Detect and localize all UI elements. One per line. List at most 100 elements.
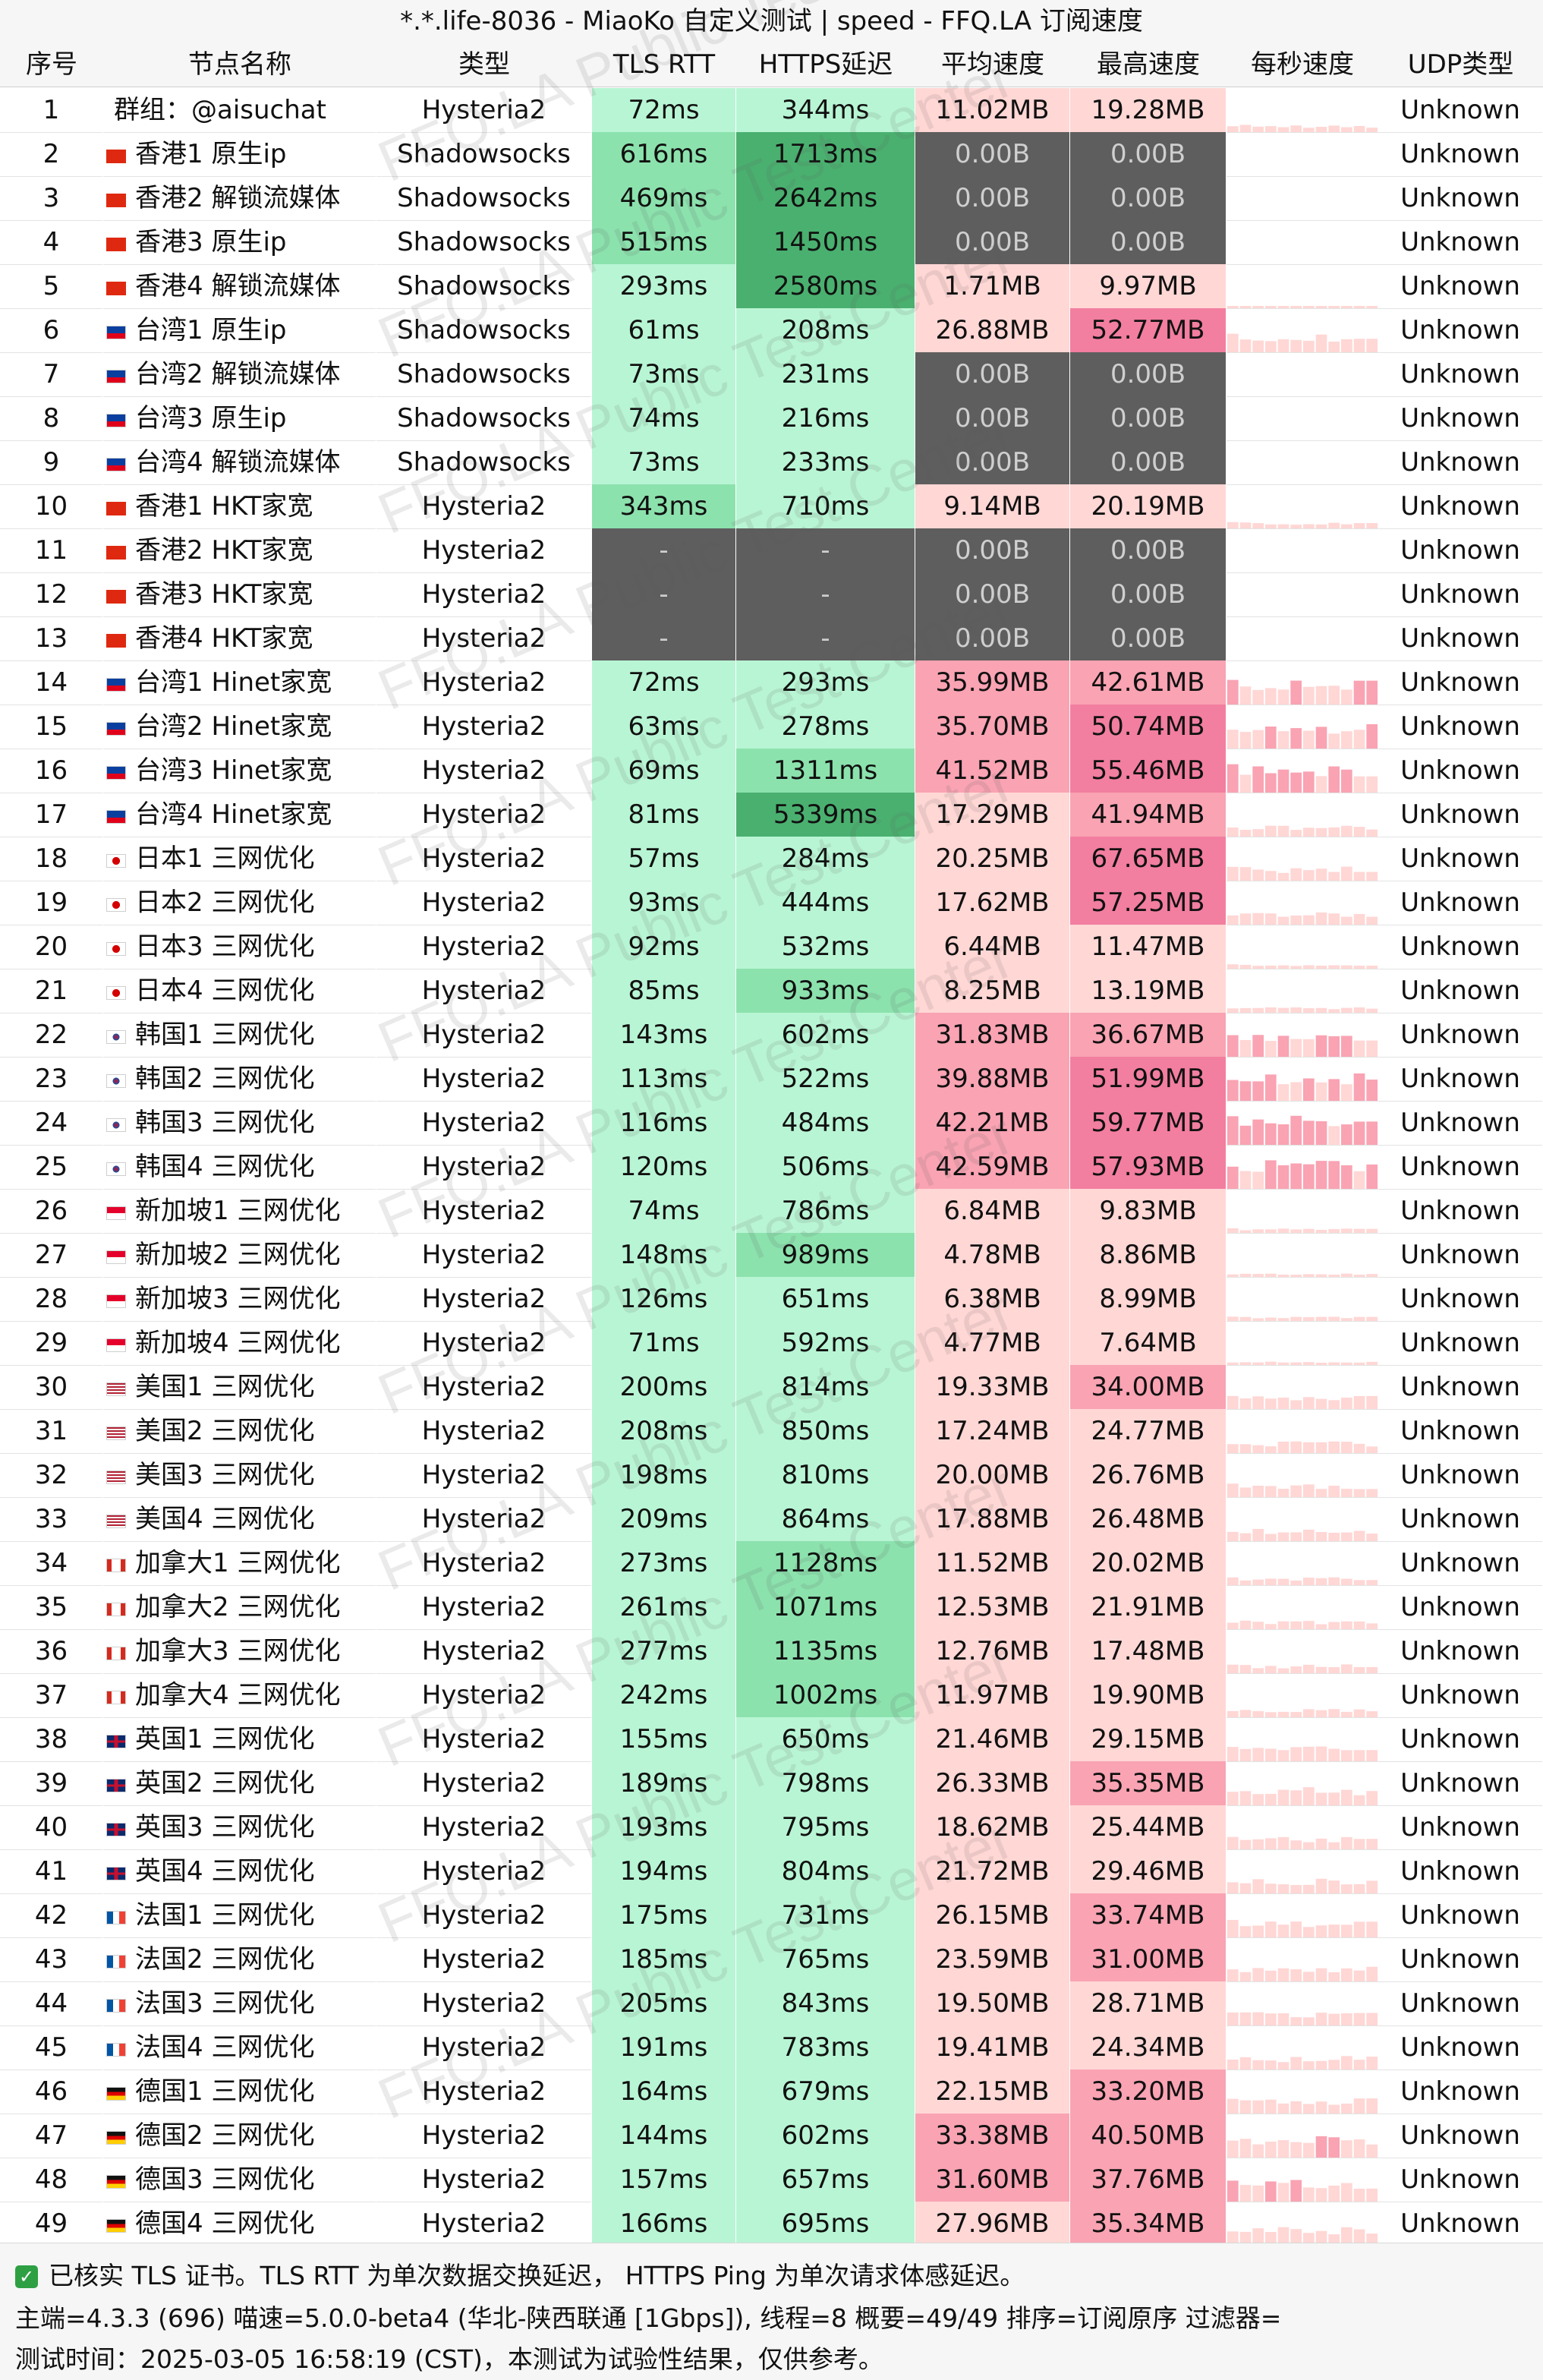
table-row[interactable]: 36 加拿大3 三网优化 Hysteria2 277ms 1135ms 12.76MB 17… xyxy=(0,1629,1543,1674)
speed-sample-bar xyxy=(1277,1578,1290,1585)
table-row[interactable]: 35 加拿大2 三网优化 Hysteria2 261ms 1071ms 12.53MB 21… xyxy=(0,1585,1543,1630)
col-max-speed-header[interactable]: 最高速度 xyxy=(1097,49,1200,80)
avg-speed-cell: 27.96MB xyxy=(915,2202,1070,2246)
speed-sample-bar xyxy=(1227,1116,1239,1145)
speed-sample-bar xyxy=(1303,2017,1315,2025)
speed-sample-bar xyxy=(1328,1972,1340,1981)
speed-sample-bar xyxy=(1366,1228,1378,1233)
speed-sample-bar xyxy=(1252,829,1264,837)
speed-sample-bar xyxy=(1315,2136,1327,2158)
table-row[interactable]: 33 美国4 三网优化 Hysteria2 209ms 864ms 17.88MB 26.4… xyxy=(0,1497,1543,1542)
speed-sample-bar xyxy=(1227,2012,1239,2025)
table-row[interactable]: 29 新加坡4 三网优化 Hysteria2 71ms 592ms 4.77MB 7.64M… xyxy=(0,1321,1543,1366)
row-index-text: 44 xyxy=(34,1988,68,2019)
table-row[interactable]: 41 英国4 三网优化 Hysteria2 194ms 804ms 21.72MB 29.4… xyxy=(0,1849,1543,1894)
table-row[interactable]: 13 香港4 HKT家宽 Hysteria2 - - 0.00B 0.00B Unknown xyxy=(0,616,1543,661)
table-row[interactable]: 28 新加坡3 三网优化 Hysteria2 126ms 651ms 6.38MB 8.99… xyxy=(0,1277,1543,1322)
speed-sample-bar xyxy=(1303,1442,1315,1453)
table-row[interactable]: 14 台湾1 Hinet家宽 Hysteria2 72ms 293ms 35.99MB 42… xyxy=(0,660,1543,705)
table-row[interactable]: 46 德国1 三网优化 Hysteria2 164ms 679ms 22.15MB 33.2… xyxy=(0,2069,1543,2114)
col-index-header[interactable]: 序号 xyxy=(26,49,77,80)
max-speed-cell: 67.65MB xyxy=(1070,837,1227,881)
table-row[interactable]: 3 香港2 解锁流媒体 Shadowsocks 469ms 2642ms 0.00B 0.0… xyxy=(0,176,1543,221)
col-name-header[interactable]: 节点名称 xyxy=(188,49,291,80)
table-row[interactable]: 43 法国2 三网优化 Hysteria2 185ms 765ms 23.59MB 31.0… xyxy=(0,1937,1543,1982)
udp-type-text: Unknown xyxy=(1400,755,1520,786)
us-flag-icon xyxy=(106,1471,126,1484)
speed-sample-bar xyxy=(1366,1008,1378,1013)
speed-sample-bar xyxy=(1328,733,1340,749)
table-row[interactable]: 5 香港4 解锁流媒体 Shadowsocks 293ms 2580ms 1.71MB 9.… xyxy=(0,264,1543,309)
udp-type: Unknown xyxy=(1378,1981,1543,2025)
table-row[interactable]: 38 英国1 三网优化 Hysteria2 155ms 650ms 21.46MB 29.1… xyxy=(0,1717,1543,1762)
table-row[interactable]: 18 日本1 三网优化 Hysteria2 57ms 284ms 20.25MB 67.65… xyxy=(0,837,1543,881)
table-row[interactable]: 49 德国4 三网优化 Hysteria2 166ms 695ms 27.96MB 35.3… xyxy=(0,2202,1543,2246)
col-udp-header[interactable]: UDP类型 xyxy=(1407,49,1514,80)
table-row[interactable]: 1 群组：@aisuchat Hysteria2 72ms 344ms 11.02MB 19… xyxy=(0,88,1543,133)
table-row[interactable]: 23 韩国2 三网优化 Hysteria2 113ms 522ms 39.88MB 51.9… xyxy=(0,1057,1543,1102)
table-row[interactable]: 26 新加坡1 三网优化 Hysteria2 74ms 786ms 6.84MB 9.83M… xyxy=(0,1189,1543,1234)
table-row[interactable]: 45 法国4 三网优化 Hysteria2 191ms 783ms 19.41MB 24.3… xyxy=(0,2025,1543,2070)
table-row[interactable]: 25 韩国4 三网优化 Hysteria2 120ms 506ms 42.59MB 57.9… xyxy=(0,1145,1543,1190)
table-row[interactable]: 22 韩国1 三网优化 Hysteria2 143ms 602ms 31.83MB 36.6… xyxy=(0,1013,1543,1058)
https-latency-cell: 679ms xyxy=(736,2069,915,2114)
table-row[interactable]: 24 韩国3 三网优化 Hysteria2 116ms 484ms 42.21MB 59.7… xyxy=(0,1101,1543,1146)
https-latency-cell: 1135ms xyxy=(736,1629,915,1673)
node-type-text: Hysteria2 xyxy=(421,1856,546,1887)
node-type-text: Hysteria2 xyxy=(421,755,546,786)
tls-rtt-cell-text: 120ms xyxy=(619,1152,708,1182)
avg-speed-cell: 0.00B xyxy=(915,616,1070,660)
node-type: Shadowsocks xyxy=(376,440,592,484)
table-row[interactable]: 21 日本4 三网优化 Hysteria2 85ms 933ms 8.25MB 13.19M… xyxy=(0,969,1543,1013)
speed-sample-bar xyxy=(1341,825,1352,837)
table-row[interactable]: 4 香港3 原生ip Shadowsocks 515ms 1450ms 0.00B 0.00… xyxy=(0,220,1543,265)
node-type-text: Hysteria2 xyxy=(421,535,546,566)
table-row[interactable]: 34 加拿大1 三网优化 Hysteria2 273ms 1128ms 11.52MB 20… xyxy=(0,1541,1543,1586)
table-row[interactable]: 11 香港2 HKT家宽 Hysteria2 - - 0.00B 0.00B Unknown xyxy=(0,528,1543,573)
speed-sample-bar xyxy=(1239,1444,1252,1453)
col-https-header[interactable]: HTTPS延迟 xyxy=(758,49,893,80)
table-row[interactable]: 40 英国3 三网优化 Hysteria2 193ms 795ms 18.62MB 25.4… xyxy=(0,1805,1543,1850)
table-row[interactable]: 30 美国1 三网优化 Hysteria2 200ms 814ms 19.33MB 34.0… xyxy=(0,1365,1543,1410)
speed-sample-bar xyxy=(1328,766,1340,793)
table-row[interactable]: 47 德国2 三网优化 Hysteria2 144ms 602ms 33.38MB 40.5… xyxy=(0,2114,1543,2158)
avg-speed-cell: 33.38MB xyxy=(915,2114,1070,2158)
table-row[interactable]: 32 美国3 三网优化 Hysteria2 198ms 810ms 20.00MB 26.7… xyxy=(0,1453,1543,1498)
row-index: 38 xyxy=(0,1717,103,1761)
table-row[interactable]: 16 台湾3 Hinet家宽 Hysteria2 69ms 1311ms 41.52MB 5… xyxy=(0,749,1543,793)
col-type-header[interactable]: 类型 xyxy=(458,49,510,80)
table-row[interactable]: 39 英国2 三网优化 Hysteria2 189ms 798ms 26.33MB 35.3… xyxy=(0,1761,1543,1806)
udp-type-text: Unknown xyxy=(1400,183,1520,213)
table-row[interactable]: 15 台湾2 Hinet家宽 Hysteria2 63ms 278ms 35.70MB 50… xyxy=(0,705,1543,749)
https-latency-cell-text: 602ms xyxy=(781,1020,870,1050)
table-row[interactable]: 42 法国1 三网优化 Hysteria2 175ms 731ms 26.15MB 33.7… xyxy=(0,1893,1543,1938)
table-row[interactable]: 12 香港3 HKT家宽 Hysteria2 - - 0.00B 0.00B Unknown xyxy=(0,572,1543,617)
col-per-second-header[interactable]: 每秒速度 xyxy=(1251,49,1354,80)
table-row[interactable]: 8 台湾3 原生ip Shadowsocks 74ms 216ms 0.00B 0.00B U… xyxy=(0,396,1543,441)
table-row[interactable]: 17 台湾4 Hinet家宽 Hysteria2 81ms 5339ms 17.29MB 4… xyxy=(0,793,1543,837)
table-row[interactable]: 6 台湾1 原生ip Shadowsocks 61ms 208ms 26.88MB 52.7… xyxy=(0,308,1543,353)
udp-type: Unknown xyxy=(1378,1893,1543,1937)
table-row[interactable]: 37 加拿大4 三网优化 Hysteria2 242ms 1002ms 11.97MB 19… xyxy=(0,1673,1543,1718)
col-tls-rtt-header[interactable]: TLS RTT xyxy=(612,49,716,80)
per-second-speed-graph xyxy=(1227,1145,1378,1189)
udp-type-text: Unknown xyxy=(1400,1196,1520,1226)
table-row[interactable]: 44 法国3 三网优化 Hysteria2 205ms 843ms 19.50MB 28.7… xyxy=(0,1981,1543,2026)
table-row[interactable]: 9 台湾4 解锁流媒体 Shadowsocks 73ms 233ms 0.00B 0.00B… xyxy=(0,440,1543,485)
col-avg-speed-header[interactable]: 平均速度 xyxy=(941,49,1044,80)
table-row[interactable]: 48 德国3 三网优化 Hysteria2 157ms 657ms 31.60MB 37.7… xyxy=(0,2158,1543,2202)
speed-sample-bar xyxy=(1227,1622,1239,1629)
table-row[interactable]: 19 日本2 三网优化 Hysteria2 93ms 444ms 17.62MB 57.25… xyxy=(0,881,1543,925)
udp-type-text: Unknown xyxy=(1400,2032,1520,2063)
table-row[interactable]: 27 新加坡2 三网优化 Hysteria2 148ms 989ms 4.78MB 8.86… xyxy=(0,1233,1543,1278)
table-row[interactable]: 20 日本3 三网优化 Hysteria2 92ms 532ms 6.44MB 11.47M… xyxy=(0,925,1543,969)
speed-sample-bar xyxy=(1277,825,1290,837)
table-row[interactable]: 31 美国2 三网优化 Hysteria2 208ms 850ms 17.24MB 24.7… xyxy=(0,1409,1543,1454)
https-latency-cell-text: 1450ms xyxy=(773,227,878,257)
table-row[interactable]: 7 台湾2 解锁流媒体 Shadowsocks 73ms 231ms 0.00B 0.00B… xyxy=(0,352,1543,397)
table-row[interactable]: 2 香港1 原生ip Shadowsocks 616ms 1713ms 0.00B 0.00… xyxy=(0,132,1543,177)
speed-sample-bar xyxy=(1252,523,1264,528)
avg-speed-cell-text: 26.88MB xyxy=(935,315,1050,345)
table-row[interactable]: 10 香港1 HKT家宽 Hysteria2 343ms 710ms 9.14MB 20.1… xyxy=(0,484,1543,529)
node-type: Hysteria2 xyxy=(376,1453,592,1497)
